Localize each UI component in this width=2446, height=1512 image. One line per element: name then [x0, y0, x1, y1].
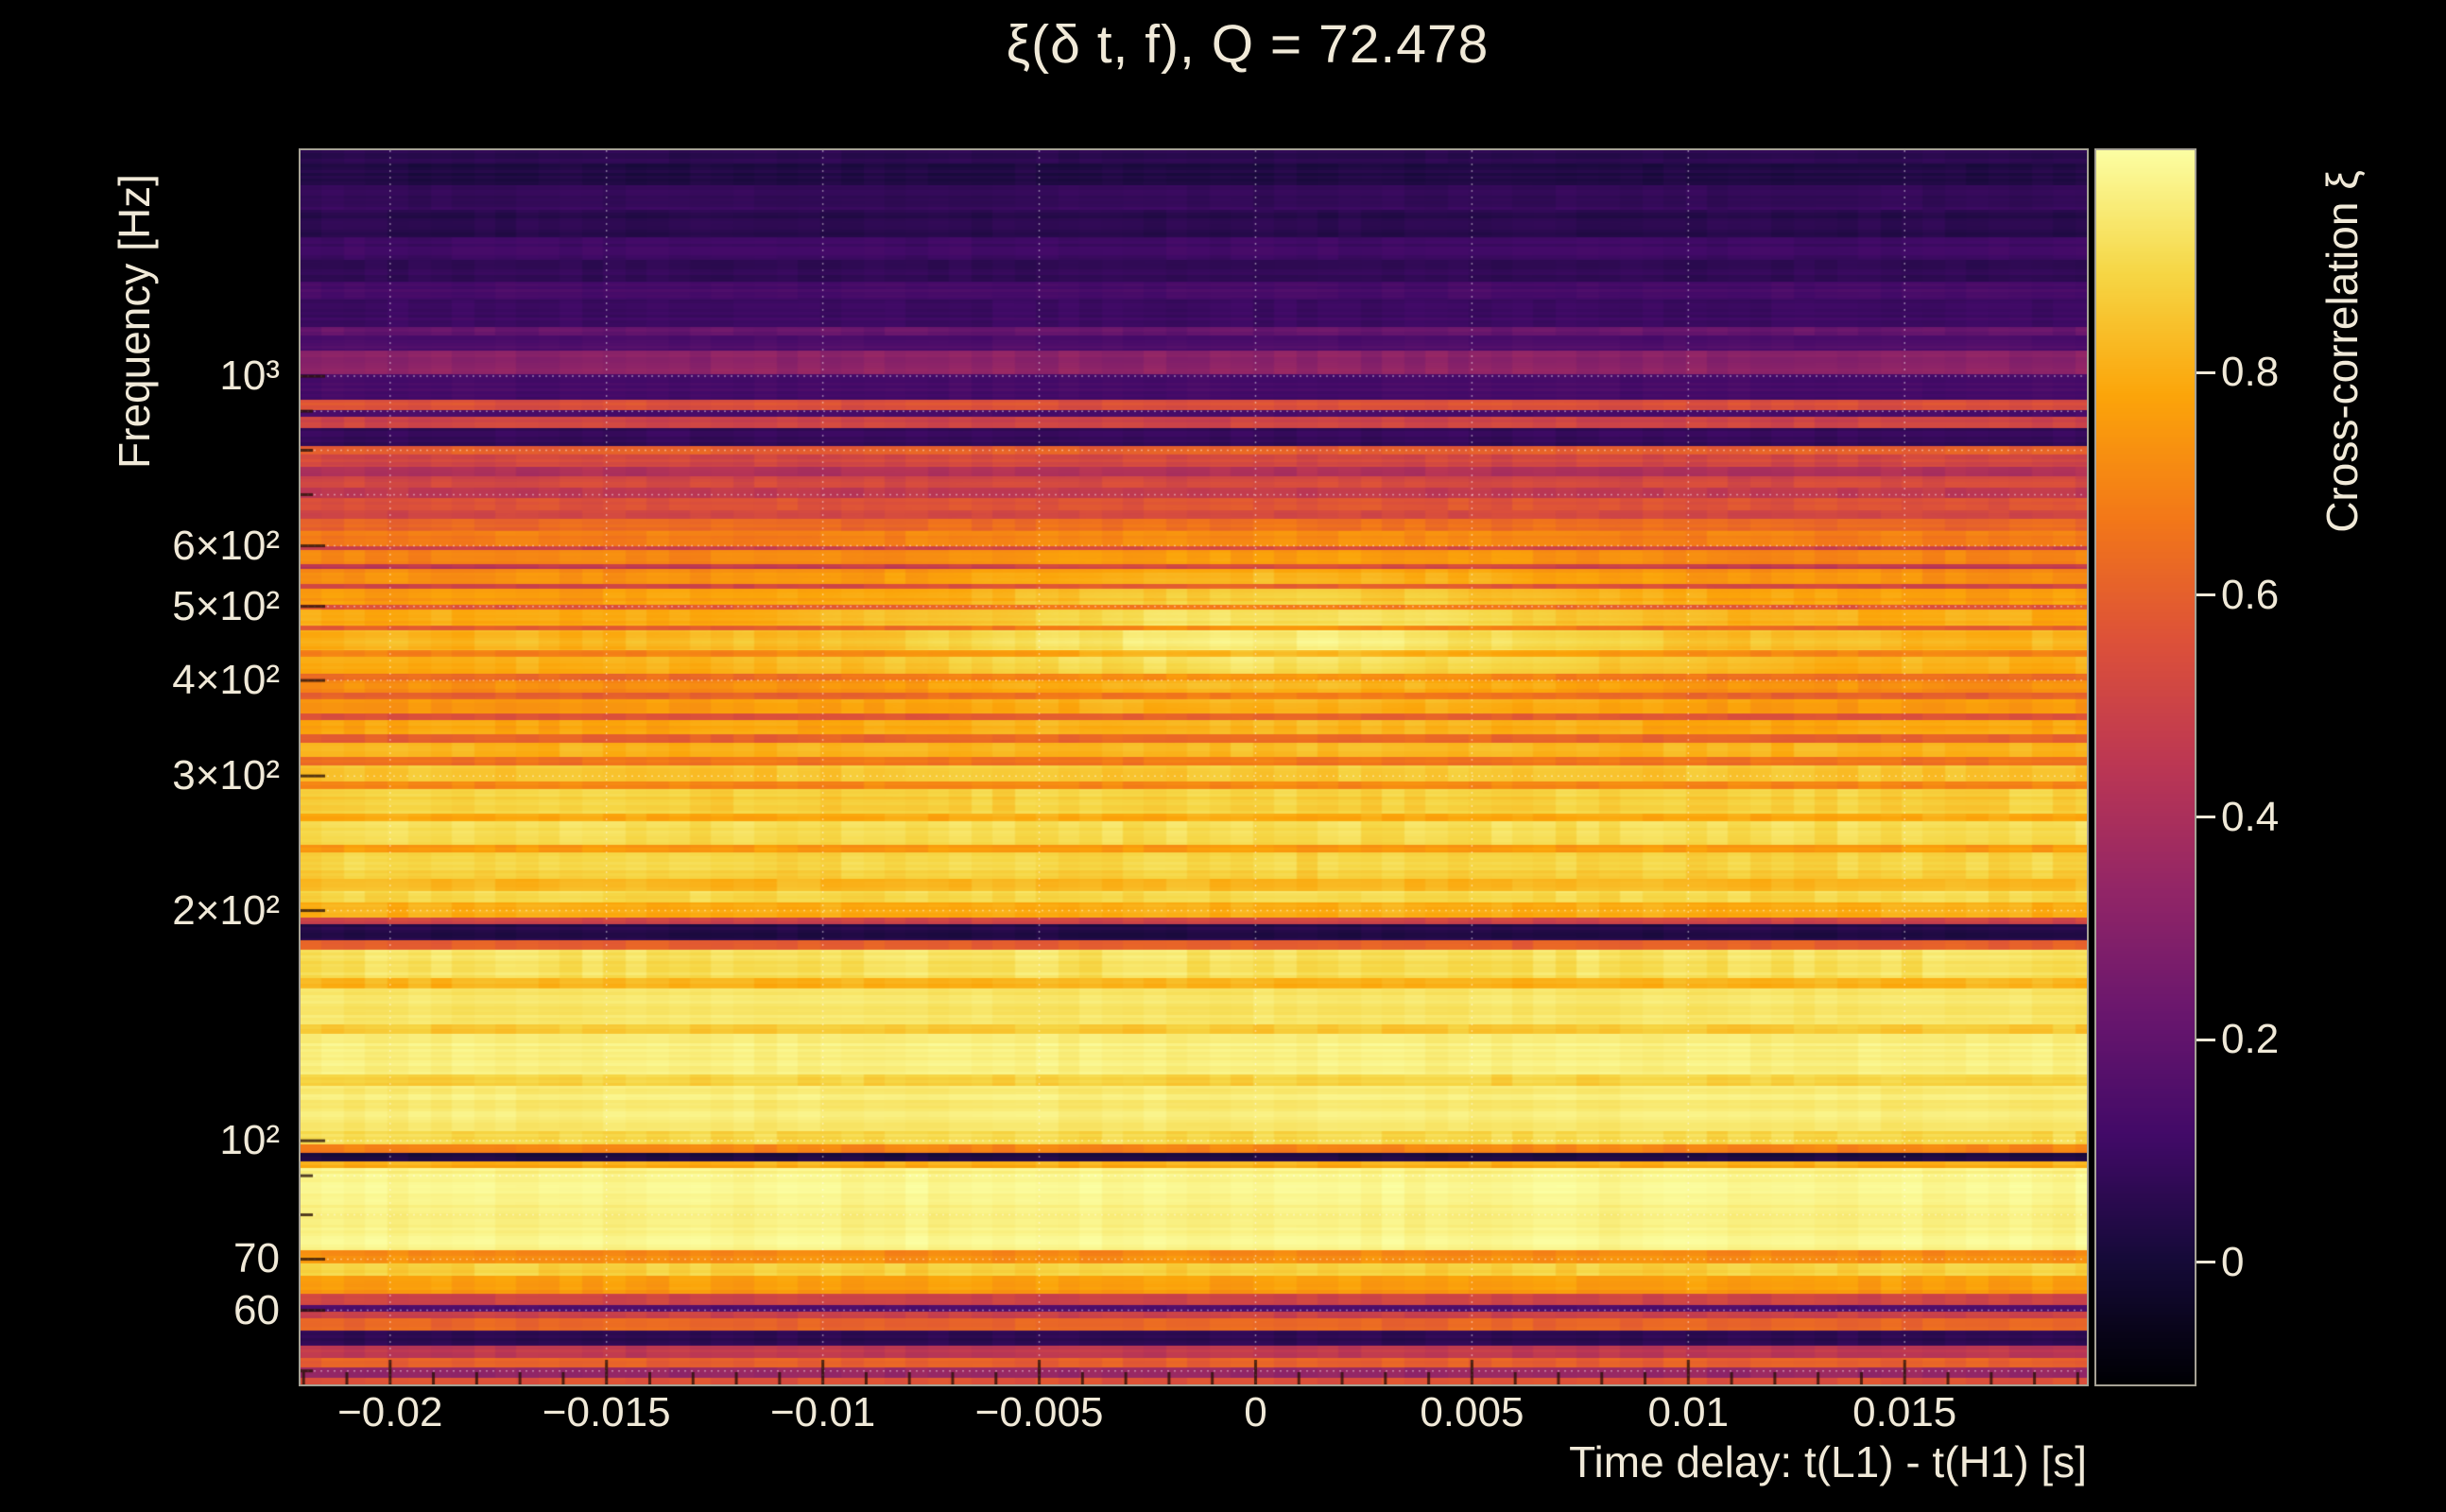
x-axis-title: Time delay: t(L1) - t(H1) [s]	[1569, 1437, 2087, 1486]
x-tick-label: 0.015	[1852, 1389, 1957, 1435]
y-tick-label: 10³	[219, 352, 280, 400]
colorbar-axis-title: Cross-correlation ξ	[2317, 170, 2367, 533]
colorbar-tick	[2196, 1261, 2215, 1264]
y-tick-label: 5×10²	[172, 582, 280, 629]
x-tick-label: 0.01	[1647, 1389, 1730, 1435]
gridlines-overlay-canvas	[301, 150, 2087, 1384]
y-tick-label: 4×10²	[172, 657, 280, 704]
colorbar-tick-label: 0	[2221, 1238, 2245, 1285]
y-tick-label: 10²	[219, 1117, 280, 1164]
colorbar-tick	[2196, 816, 2215, 819]
x-tick-label: −0.02	[337, 1389, 443, 1435]
x-tick-label: −0.005	[974, 1389, 1104, 1435]
colorbar-tick	[2196, 1038, 2215, 1041]
colorbar-tick-label: 0.6	[2221, 571, 2280, 618]
colorbar-tick-label: 0.2	[2221, 1016, 2280, 1063]
colorbar-canvas	[2096, 150, 2195, 1384]
y-tick-label: 70	[233, 1235, 280, 1282]
y-tick-label: 60	[233, 1286, 280, 1333]
x-tick-label: 0.005	[1420, 1389, 1524, 1435]
x-tick-label: −0.015	[542, 1389, 671, 1435]
colorbar-tick-label: 0.8	[2221, 349, 2280, 396]
x-tick-label: −0.01	[769, 1389, 876, 1435]
y-tick-label: 6×10²	[172, 522, 280, 569]
x-tick-label: 0	[1244, 1389, 1267, 1435]
y-axis-title: Frequency [Hz]	[110, 174, 159, 469]
colorbar-tick-label: 0.4	[2221, 793, 2280, 840]
y-tick-label: 2×10²	[172, 886, 280, 934]
y-tick-label: 3×10²	[172, 752, 280, 799]
colorbar-tick	[2196, 593, 2215, 597]
colorbar-tick	[2196, 370, 2215, 374]
plot-title: ξ(δ t, f), Q = 72.478	[1006, 14, 1490, 75]
